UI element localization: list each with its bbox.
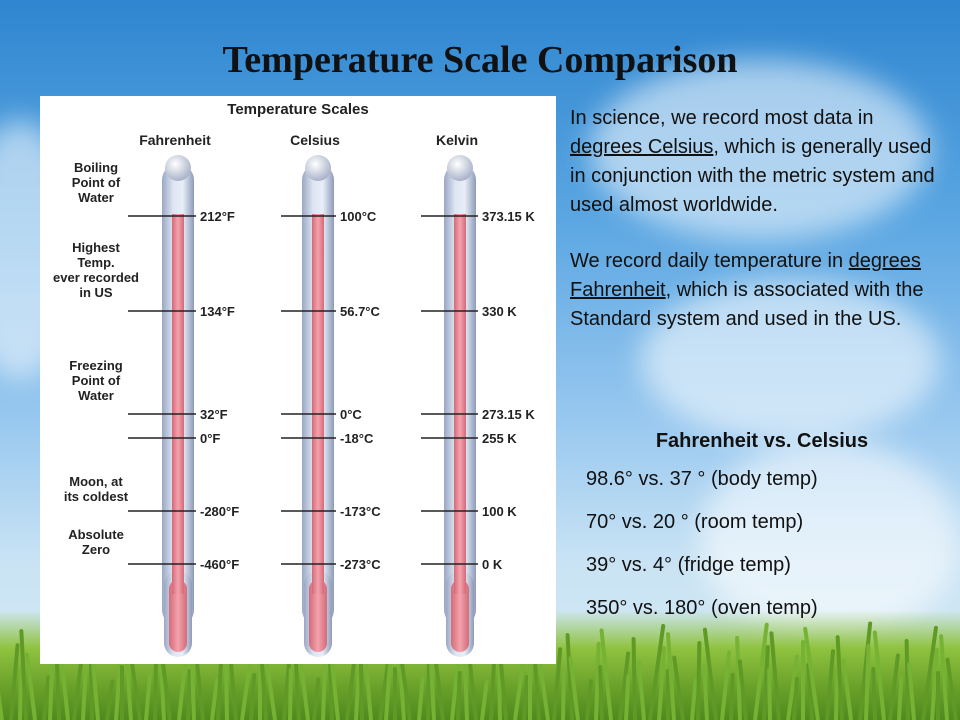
paragraph-text: We record daily temperature in [570,250,849,272]
reference-point-label: Highest [72,240,120,255]
scale-value-label: -460°F [200,557,239,572]
cloud-decoration [640,280,940,440]
grass-blade [81,669,88,720]
grass-blade [363,658,373,720]
thermometer-liquid-column [454,214,466,594]
grass-blade [585,679,594,720]
thermometer-bulb-liquid [309,580,327,652]
cloud-decoration [590,60,930,240]
comparison-row: 98.6° vs. 37 ° (body temp) [586,468,818,490]
thermometer-diagram: Temperature Scales Fahrenheit Celsius Kelv… [40,96,556,664]
grass-blade [393,667,397,720]
grass-blade [144,674,153,720]
grass-blade [258,636,262,720]
degrees-fahrenheit-term: degrees Fahrenheit [570,250,921,301]
grass-blade [456,670,462,720]
scale-value-label: 32°F [200,407,228,422]
scale-value-label: -173°C [340,504,381,519]
reference-point-label: Water [78,388,114,403]
comparison-row: 39° vs. 4° (fridge temp) [586,554,791,576]
grass-blade [120,665,124,720]
thermometer-cap [447,155,473,181]
grass-blade [194,655,205,720]
grass-blade [224,663,229,720]
grass-blade [767,667,772,720]
grass-blade [871,666,877,720]
grass-blade [561,669,566,720]
grass-blade [666,669,670,720]
paragraph-text: , which is associated with the Standard … [570,279,924,330]
grass-blade [897,675,904,720]
grass-blade [480,680,489,720]
grass-blade [636,660,646,720]
diagram-title: Temperature Scales [227,101,368,118]
celsius-paragraph: In science, we record most data in degre… [570,104,940,220]
grass-blade [0,680,4,720]
comparison-row: 70° vs. 20 ° (room temp) [586,511,804,533]
grass-blade [631,636,637,720]
reference-point-label: Boiling [74,160,118,175]
scale-name-label: Celsius [290,132,340,148]
thermometer-bulb-liquid [169,580,187,652]
reference-point-label: Point of [72,373,121,388]
thermometer-cap [305,155,331,181]
reference-point-label: ever recorded [53,270,139,285]
scale-value-label: 255 K [482,431,517,446]
reference-point-label: Water [78,190,114,205]
grass-blade [249,672,257,720]
scale-value-label: -280°F [200,504,239,519]
reference-point-label: Temp. [77,255,114,270]
grass-blade [288,667,293,720]
explanation-panel: In science, we record most data in degre… [570,104,940,334]
scale-value-label: 0 K [482,557,503,572]
grass-blade [936,671,940,720]
scale-value-label: 56.7°C [340,304,381,319]
grass-blade [696,640,702,720]
grass-blade [105,679,115,720]
scale-value-label: -273°C [340,557,381,572]
comparison-list: Fahrenheit vs. Celsius 98.6° vs. 37 ° (b… [570,430,940,641]
degrees-celsius-term: degrees Celsius [570,136,714,158]
grass-blade [467,657,478,720]
scale-value-label: 373.15 K [482,209,535,224]
comparison-title: Fahrenheit vs. Celsius [655,430,869,452]
grass-blade [729,672,735,720]
scale-value-label: 330 K [482,304,517,319]
grass-blade [417,675,425,720]
reference-point-label: Zero [82,542,110,557]
thermometer-liquid-column [312,214,324,594]
thermometer-cap [165,155,191,181]
scale-value-label: 100°C [340,209,377,224]
slide-title: Temperature Scale Comparison [222,39,738,81]
reference-point-label: Moon, at [69,474,123,489]
scale-value-label: 0°F [200,431,220,446]
scale-value-label: 212°F [200,209,235,224]
scale-value-label: -18°C [340,431,374,446]
comparison-row: 350° vs. 180° (oven temp) [586,597,818,619]
reference-point-label: Absolute [68,527,124,542]
scale-name-label: Kelvin [436,132,478,148]
paragraph-text: In science, we record most data in [570,107,874,129]
thermometer-scales-figure: Temperature Scales Fahrenheit Celsius Kelv… [53,101,535,657]
reference-point-label: in US [79,285,113,300]
scale-value-label: 134°F [200,304,235,319]
reference-point-label: its coldest [64,489,129,504]
scale-value-label: 273.15 K [482,407,535,422]
grass-blade [801,640,805,720]
grass-blade [528,638,532,720]
scale-value-label: 0°C [340,407,362,422]
paragraph-text: , which is generally used in conjunction… [570,136,935,216]
scale-name-label: Fahrenheit [139,132,211,148]
reference-point-label: Freezing [69,358,123,373]
cloud-decoration [700,440,960,640]
grass-blade [312,677,321,720]
fahrenheit-paragraph: We record daily temperature in degrees F… [570,247,940,334]
thermometer-bulb-liquid [451,580,469,652]
scale-value-label: 100 K [482,504,517,519]
thermometer-liquid-column [172,214,184,594]
reference-point-label: Point of [72,175,121,190]
